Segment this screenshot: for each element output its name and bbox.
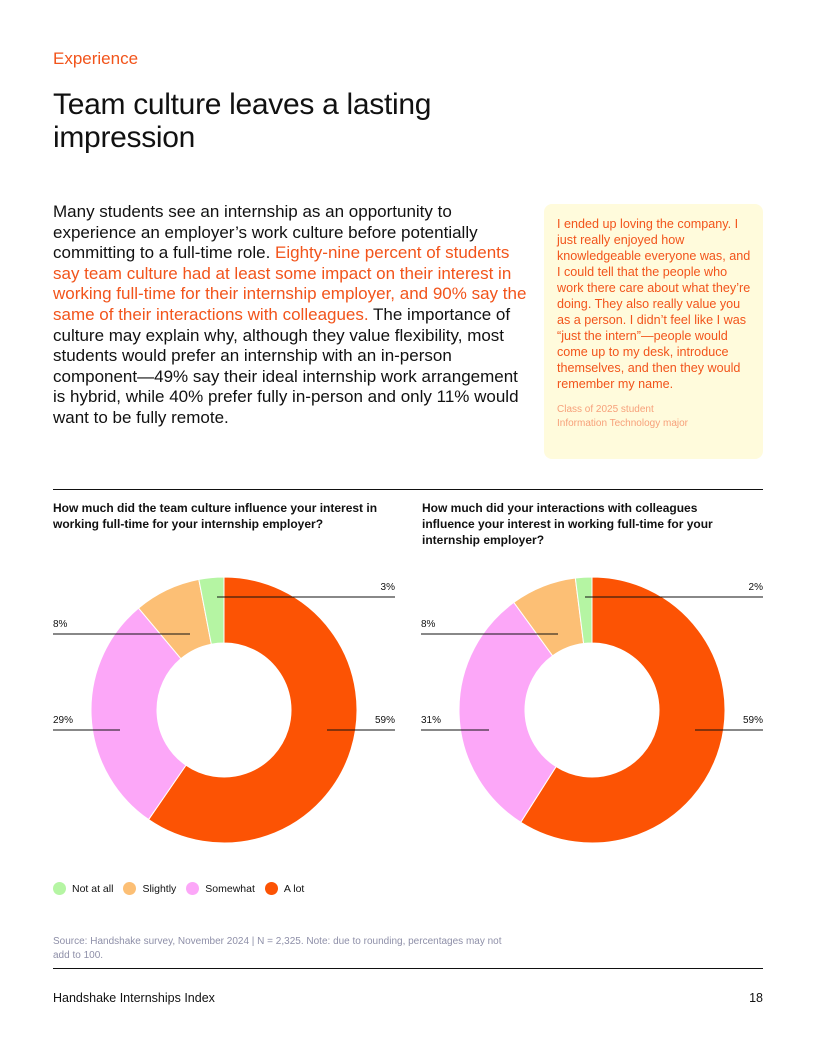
chart1-slice-a-lot (147, 576, 358, 844)
legend-label-a-lot: A lot (283, 882, 305, 895)
legend-label-not-at-all: Not at all (72, 882, 114, 895)
footer-report-title: Handshake Internships Index (53, 991, 215, 1005)
section-label: Experience (53, 49, 139, 68)
quote-callout: I ended up loving the company. I just re… (544, 204, 763, 459)
legend-swatch-a-lot (264, 882, 278, 895)
page-title: Team culture leaves a lasting impression (53, 88, 432, 154)
chart1-label-slightly: 8% (53, 619, 68, 630)
chart1-donut: 3% 8% 29% 59% (53, 576, 396, 844)
chart2-label-slightly: 8% (421, 619, 436, 630)
legend-label-slightly: Slightly (142, 882, 177, 895)
legend-item-somewhat: Somewhat (186, 882, 255, 895)
legend-swatch-not-at-all (53, 882, 66, 895)
chart1-label-somewhat: 29% (53, 715, 73, 726)
legend-item-a-lot: A lot (264, 882, 305, 895)
quote-attribution-class: Class of 2025 student (557, 404, 654, 415)
chart2-slice-somewhat (458, 601, 557, 823)
chart2-label-a-lot: 59% (743, 715, 763, 726)
chart1-slice-somewhat (90, 607, 187, 821)
legend-item-not-at-all: Not at all (53, 882, 113, 895)
chart2-slice-not-at-all (574, 576, 593, 645)
legend-item-slightly: Slightly (123, 882, 176, 895)
footer-divider (53, 968, 763, 969)
chart1-label-a-lot: 59% (375, 715, 395, 726)
body-text-intro: Many students see an internship as an op… (53, 202, 478, 263)
chart1-label-not-at-all: 3% (381, 582, 396, 593)
chart2-label-somewhat: 31% (421, 715, 441, 726)
quote-attribution-major: Information Technology major (557, 418, 688, 429)
body-text-highlight: Eighty-nine percent of students say team… (53, 243, 527, 324)
chart1-slice-not-at-all (198, 576, 225, 645)
legend-swatch-somewhat (186, 882, 200, 895)
chart2-slice-a-lot (520, 576, 726, 844)
chart1-title: How much did the team culture influence … (53, 501, 378, 531)
top-divider (53, 489, 763, 490)
chart2-label-not-at-all: 2% (749, 582, 764, 593)
chart-legend: Not at all Slightly Somewhat A lot (53, 882, 314, 895)
legend-swatch-slightly (123, 882, 137, 895)
chart2-title: How much did your interactions with coll… (422, 501, 713, 547)
source-note: Source: Handshake survey, November 2024 … (53, 936, 502, 961)
footer-page-number: 18 (749, 991, 763, 1005)
legend-label-somewhat: Somewhat (205, 882, 255, 895)
body-paragraph: Many students see an internship as an op… (53, 202, 528, 429)
quote-attribution: Class of 2025 student Information Techno… (557, 403, 751, 431)
quote-text: I ended up loving the company. I just re… (557, 217, 751, 391)
chart2-donut: 2% 8% 31% 59% (421, 576, 764, 844)
body-text-conclusion: The importance of culture may explain wh… (53, 304, 519, 427)
